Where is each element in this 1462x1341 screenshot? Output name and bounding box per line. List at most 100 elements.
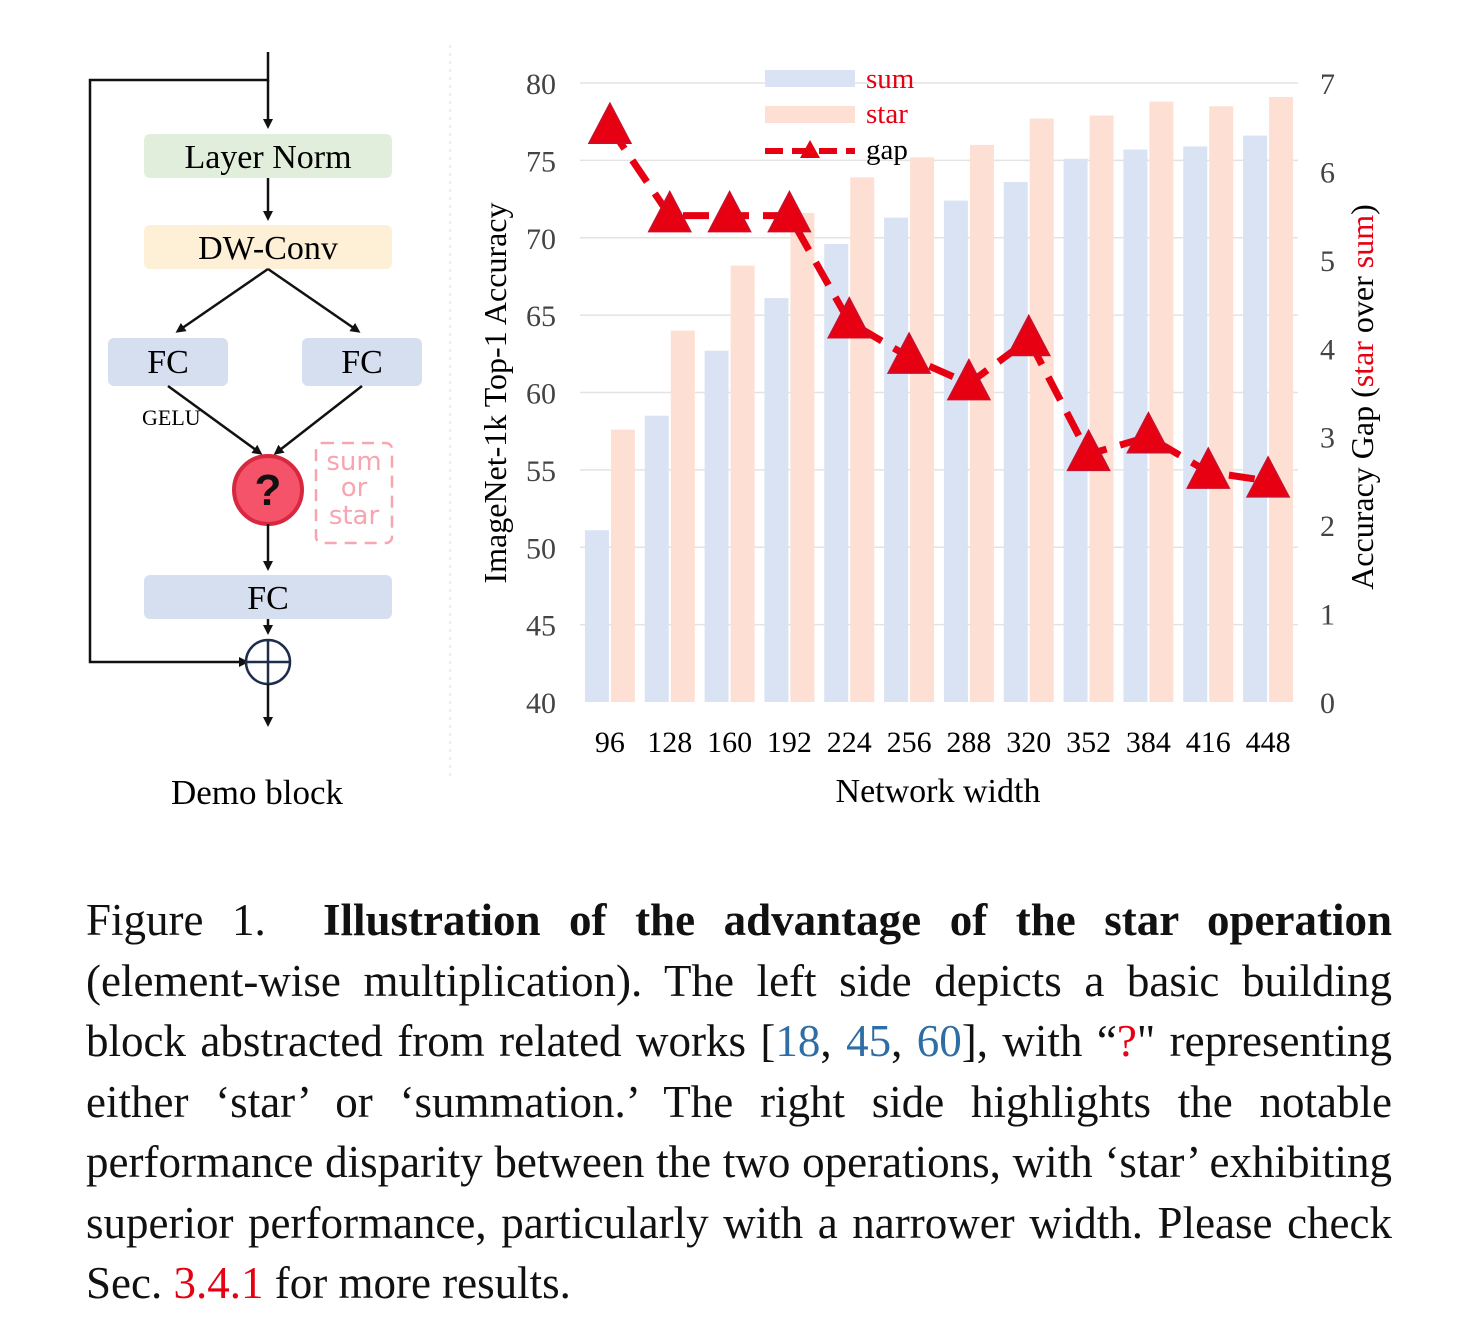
figure-caption: Figure 1. Illustration of the advantage … xyxy=(86,890,1392,1314)
x-tick-label: 160 xyxy=(707,726,752,759)
gap-marker xyxy=(707,190,752,233)
x-tick-label: 384 xyxy=(1126,726,1171,759)
add-icon xyxy=(244,638,292,686)
y2-label-part-5: ) xyxy=(1344,204,1380,215)
y2-tick-label: 4 xyxy=(1320,333,1335,366)
x-tick-label: 128 xyxy=(647,726,692,759)
caption-text-4: for more results. xyxy=(263,1258,571,1308)
op-note-star: star xyxy=(329,501,380,531)
y2-tick-label: 3 xyxy=(1320,422,1335,455)
y2-label-part-3: over xyxy=(1344,268,1380,341)
y2-tick-label: 2 xyxy=(1320,510,1335,543)
question-mark-icon: ? xyxy=(255,466,282,515)
arrow-fc-right-to-op xyxy=(273,385,363,455)
demo-block-title: Demo block xyxy=(171,773,344,812)
gap-marker xyxy=(587,101,633,144)
bar-sum xyxy=(764,298,789,702)
x-tick-label: 256 xyxy=(887,726,932,759)
fc-right-box xyxy=(302,338,422,386)
left-axis-ticks: 40 45 50 55 60 65 70 75 80 xyxy=(526,68,556,720)
bar-sum xyxy=(704,350,729,702)
bar-sum xyxy=(1243,135,1268,703)
bar-star xyxy=(790,212,815,703)
x-tick-label: 192 xyxy=(767,726,812,759)
legend-label-gap: gap xyxy=(866,134,908,166)
layer-norm-box xyxy=(144,134,392,178)
caption-question-mark: ? xyxy=(1116,1016,1137,1066)
gap-marker xyxy=(827,296,872,339)
y-tick-label: 40 xyxy=(526,687,556,720)
bar-sum xyxy=(884,217,909,702)
caption-text-1: (element-wise multiplication). The left … xyxy=(86,955,1392,1067)
op-note-or: or xyxy=(341,473,368,503)
gap-marker xyxy=(1186,446,1231,489)
layer-norm-label: Layer Norm xyxy=(184,139,351,176)
citation-45[interactable]: 45 xyxy=(846,1016,892,1066)
bar-star xyxy=(910,157,935,702)
caption-text-3: " representing either ‘star’ or ‘summati… xyxy=(86,1016,1393,1308)
gelu-label: GELU xyxy=(142,405,201,430)
gap-marker xyxy=(1126,411,1171,454)
x-tick-label: 448 xyxy=(1246,726,1291,759)
gridlines xyxy=(580,82,1298,626)
bar-sum xyxy=(943,200,968,703)
fc-right-label: FC xyxy=(341,344,383,381)
dw-conv-label: DW-Conv xyxy=(198,230,338,267)
caption-label: Figure 1. xyxy=(86,895,266,945)
fc-bottom-label: FC xyxy=(247,580,289,617)
op-note-box xyxy=(314,441,394,545)
x-tick-label: 96 xyxy=(595,726,625,759)
caption-text-2: ], with “ xyxy=(961,1016,1117,1066)
citation-60[interactable]: 60 xyxy=(916,1016,962,1066)
x-axis-label: Network width xyxy=(836,773,1041,810)
legend-label-star: star xyxy=(866,98,908,130)
bar-star xyxy=(1089,115,1114,702)
fc-bottom-box xyxy=(144,575,392,619)
bar-star xyxy=(1149,101,1174,702)
bar-sum xyxy=(644,415,669,702)
y-tick-label: 45 xyxy=(526,610,556,643)
arrow-conv-to-fc-right xyxy=(267,267,361,333)
citation-18[interactable]: 18 xyxy=(775,1016,821,1066)
op-note-sum: sum xyxy=(326,447,381,477)
bar-star xyxy=(1269,96,1294,703)
legend-swatch-star xyxy=(765,106,855,123)
caption-sep: , xyxy=(891,1016,917,1066)
y2-label-star: star xyxy=(1344,341,1380,388)
y2-tick-label: 0 xyxy=(1320,687,1335,720)
y-tick-label: 75 xyxy=(526,145,556,178)
y-tick-label: 55 xyxy=(526,455,556,488)
series-gap-line xyxy=(587,101,1291,498)
section-link-3-4-1[interactable]: 3.4.1 xyxy=(173,1258,264,1308)
y-tick-label: 50 xyxy=(526,532,556,565)
y2-tick-label: 6 xyxy=(1320,156,1335,189)
bar-sum xyxy=(1183,146,1208,702)
x-tick-label: 224 xyxy=(827,726,872,759)
gap-marker xyxy=(1245,455,1291,498)
arrow-conv-to-fc-left xyxy=(175,267,269,333)
x-tick-label: 288 xyxy=(946,726,991,759)
y-tick-label: 70 xyxy=(526,223,556,256)
bar-star xyxy=(670,330,695,702)
bar-star xyxy=(1209,106,1234,702)
gap-marker xyxy=(946,358,992,401)
bar-sum xyxy=(584,530,609,702)
series-star-bars xyxy=(610,96,1294,703)
y-tick-label: 80 xyxy=(526,68,556,101)
y2-tick-label: 5 xyxy=(1320,245,1335,278)
x-tick-label: 320 xyxy=(1006,726,1051,759)
caption-title: Illustration of the advantage of the sta… xyxy=(322,895,1392,945)
fc-left-label: FC xyxy=(147,344,189,381)
legend-marker-gap xyxy=(800,140,820,158)
legend-label-sum: sum xyxy=(866,63,915,95)
legend: sum star gap xyxy=(765,63,915,166)
right-axis-ticks: 0 1 2 3 4 5 6 7 xyxy=(1320,68,1335,720)
gap-marker xyxy=(1066,428,1111,472)
x-axis-ticks: 96 128 160 192 224 256 288 320 352 384 416 448 xyxy=(595,726,1291,759)
bar-star xyxy=(850,177,875,702)
bar-sum xyxy=(1003,182,1028,703)
x-tick-label: 352 xyxy=(1066,726,1111,759)
x-tick-label: 416 xyxy=(1186,726,1231,759)
bar-star xyxy=(610,429,635,702)
